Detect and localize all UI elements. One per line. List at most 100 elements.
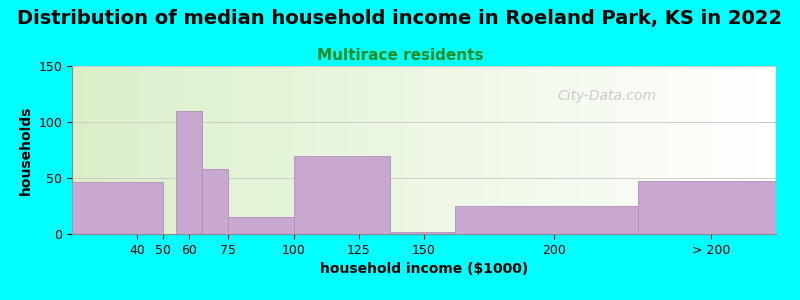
Bar xyxy=(170,66,173,234)
Bar xyxy=(593,66,595,234)
Bar xyxy=(356,66,358,234)
Bar xyxy=(178,66,180,234)
Bar xyxy=(441,66,442,234)
Bar xyxy=(673,66,675,234)
Bar xyxy=(265,66,266,234)
Bar xyxy=(190,66,192,234)
Bar xyxy=(230,66,231,234)
Bar xyxy=(79,66,82,234)
Bar xyxy=(602,66,605,234)
Bar xyxy=(656,66,658,234)
Bar xyxy=(379,66,382,234)
Bar xyxy=(689,66,691,234)
Bar xyxy=(492,66,494,234)
Bar xyxy=(612,66,614,234)
Bar xyxy=(342,66,344,234)
Bar xyxy=(77,66,79,234)
Bar xyxy=(670,66,673,234)
Bar xyxy=(640,66,642,234)
Bar xyxy=(311,66,314,234)
Bar xyxy=(119,66,122,234)
Bar xyxy=(114,66,117,234)
Bar xyxy=(419,66,422,234)
Bar xyxy=(490,66,492,234)
Bar xyxy=(176,111,202,234)
Bar xyxy=(238,66,241,234)
Bar xyxy=(202,169,229,234)
Bar xyxy=(638,182,776,234)
Bar xyxy=(766,66,769,234)
Bar xyxy=(658,66,661,234)
Bar xyxy=(431,66,434,234)
Bar xyxy=(607,66,610,234)
Bar xyxy=(454,66,457,234)
Bar xyxy=(647,66,650,234)
Bar xyxy=(487,66,490,234)
Bar xyxy=(208,66,210,234)
Bar xyxy=(222,66,225,234)
Bar xyxy=(558,66,560,234)
Bar xyxy=(389,66,391,234)
Bar xyxy=(124,66,126,234)
Bar xyxy=(471,66,474,234)
Bar xyxy=(630,66,633,234)
Bar xyxy=(654,66,656,234)
Bar xyxy=(638,66,640,234)
Bar xyxy=(598,66,600,234)
Bar xyxy=(354,66,356,234)
Bar xyxy=(691,66,694,234)
Bar xyxy=(542,66,544,234)
Bar xyxy=(687,66,689,234)
Bar xyxy=(680,66,682,234)
Bar xyxy=(513,66,515,234)
Bar xyxy=(417,66,419,234)
Bar xyxy=(82,66,84,234)
Bar xyxy=(582,66,583,234)
Bar xyxy=(316,66,318,234)
Bar xyxy=(300,66,302,234)
Bar xyxy=(595,66,598,234)
Bar xyxy=(497,66,499,234)
Bar xyxy=(150,66,152,234)
Bar xyxy=(276,66,278,234)
Bar xyxy=(553,66,555,234)
Bar xyxy=(682,66,685,234)
Bar xyxy=(429,66,431,234)
Bar xyxy=(635,66,638,234)
Bar xyxy=(426,66,429,234)
Bar xyxy=(771,66,774,234)
Bar xyxy=(462,66,464,234)
Bar xyxy=(511,66,513,234)
Bar xyxy=(478,66,480,234)
Bar xyxy=(306,66,309,234)
Bar xyxy=(494,66,497,234)
Bar xyxy=(227,66,230,234)
Bar xyxy=(349,66,351,234)
Bar xyxy=(586,66,588,234)
Bar xyxy=(412,66,414,234)
Bar xyxy=(685,66,687,234)
Bar xyxy=(457,66,459,234)
Bar xyxy=(152,66,154,234)
Bar xyxy=(698,66,701,234)
Bar xyxy=(168,66,170,234)
Bar xyxy=(337,66,339,234)
Bar xyxy=(661,66,663,234)
Bar xyxy=(229,217,294,234)
Bar xyxy=(731,66,734,234)
Bar xyxy=(328,66,330,234)
Bar xyxy=(163,66,166,234)
Bar xyxy=(652,66,654,234)
Bar xyxy=(532,66,534,234)
Bar xyxy=(161,66,163,234)
Bar xyxy=(102,66,105,234)
Bar xyxy=(455,206,638,234)
Bar xyxy=(236,66,238,234)
Bar xyxy=(86,66,89,234)
Bar xyxy=(600,66,602,234)
Bar xyxy=(269,66,271,234)
Bar xyxy=(410,66,412,234)
Bar xyxy=(333,66,335,234)
Bar xyxy=(452,66,454,234)
Bar xyxy=(396,66,398,234)
